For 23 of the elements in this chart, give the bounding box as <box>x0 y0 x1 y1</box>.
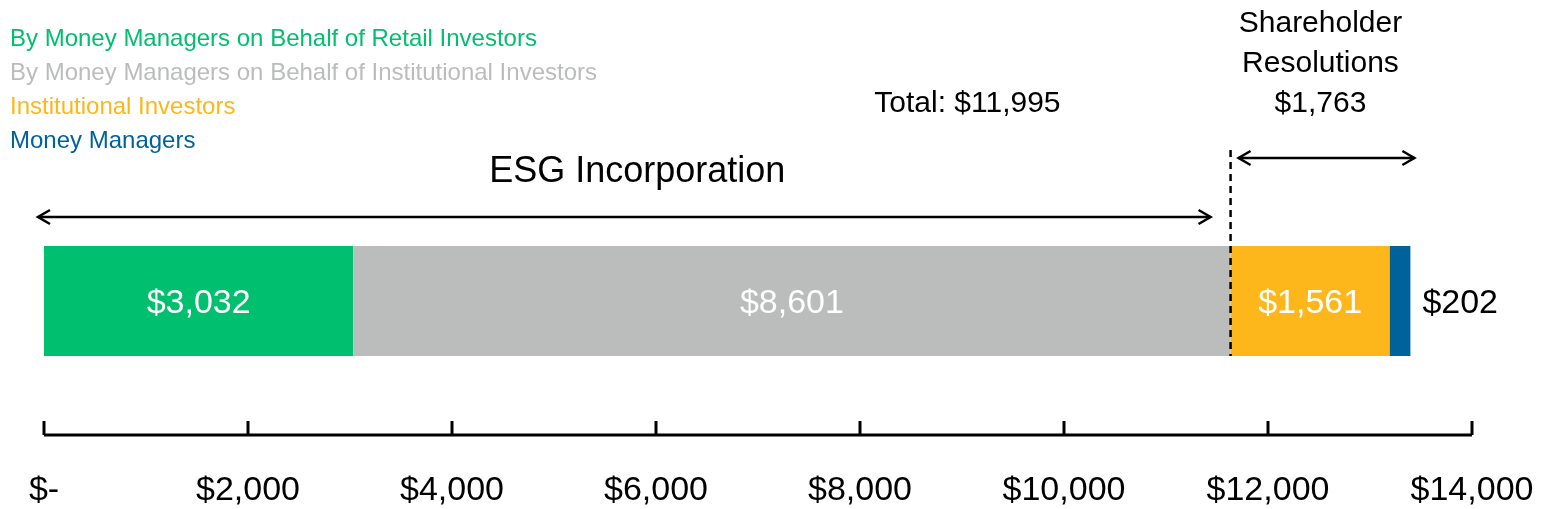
text: By Money Managers on Behalf of Retail Investors <box>10 24 537 51</box>
data-label: $3,032 <box>146 282 251 320</box>
bar <box>1230 246 1390 356</box>
x-tick-label: $14,000 <box>1410 469 1534 507</box>
text: Money Managers <box>10 126 196 153</box>
x-tick-label: $4,000 <box>400 469 504 507</box>
text: Institutional Investors <box>10 92 236 119</box>
x-tick-label: $6,000 <box>604 469 708 507</box>
bar <box>1389 246 1411 356</box>
x-tick-label: $- <box>28 469 60 507</box>
text: By Money Managers on Behalf of Institutional Investors <box>10 58 597 85</box>
data-label: $202 <box>1422 282 1499 320</box>
x-tick-label: $8,000 <box>808 469 912 507</box>
bar <box>353 246 1231 356</box>
x-tick-label: $10,000 <box>1002 469 1126 507</box>
text: Shareholder Resolutions $1,763 <box>1238 5 1403 118</box>
x-tick-label: $2,000 <box>196 469 300 507</box>
bar <box>44 246 354 356</box>
x-tick-label: $12,000 <box>1206 469 1330 507</box>
data-label: $8,601 <box>739 282 844 320</box>
text: ESG Incorporation <box>489 149 786 190</box>
text: Total: $11,995 <box>874 85 1061 118</box>
data-label: $1,561 <box>1258 282 1363 320</box>
